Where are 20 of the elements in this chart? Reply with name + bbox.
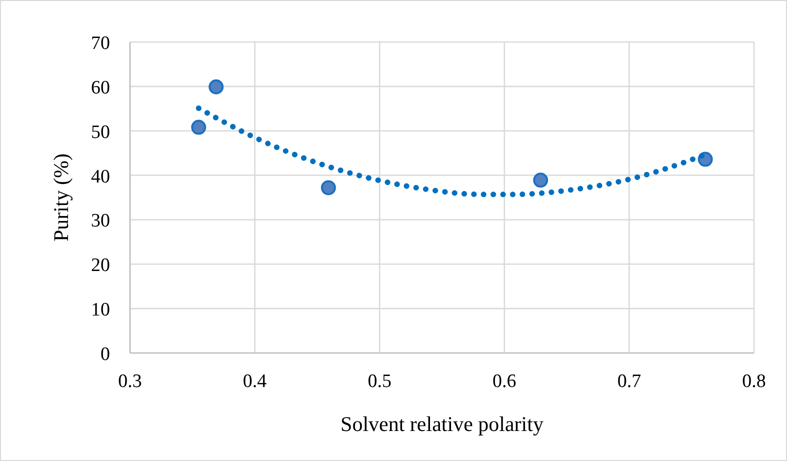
- x-tick-label: 0.6: [492, 371, 516, 392]
- x-tick-label: 0.8: [742, 371, 766, 392]
- y-axis-title: Purity (%): [49, 153, 73, 242]
- point: [208, 79, 224, 94]
- point: [191, 120, 206, 135]
- x-tick-label: 0.3: [118, 371, 142, 392]
- y-tick-label: 30: [91, 210, 110, 232]
- x-tick-label: 0.4: [242, 371, 268, 392]
- y-tick-label: 70: [91, 33, 110, 54]
- y-tick-label: 50: [91, 122, 110, 143]
- y-tick-label: 10: [91, 300, 110, 321]
- y-tick-label: 0: [100, 344, 110, 365]
- point: [533, 172, 548, 188]
- x-tick-label: 0.7: [617, 371, 642, 392]
- y-tick-label: 60: [91, 77, 110, 98]
- x-axis-title: Solvent relative polarity: [340, 412, 544, 436]
- x-tick-label: 0.5: [368, 371, 392, 392]
- point: [320, 180, 336, 196]
- y-tick-label: 40: [91, 166, 110, 188]
- y-tick-label: 20: [91, 255, 110, 276]
